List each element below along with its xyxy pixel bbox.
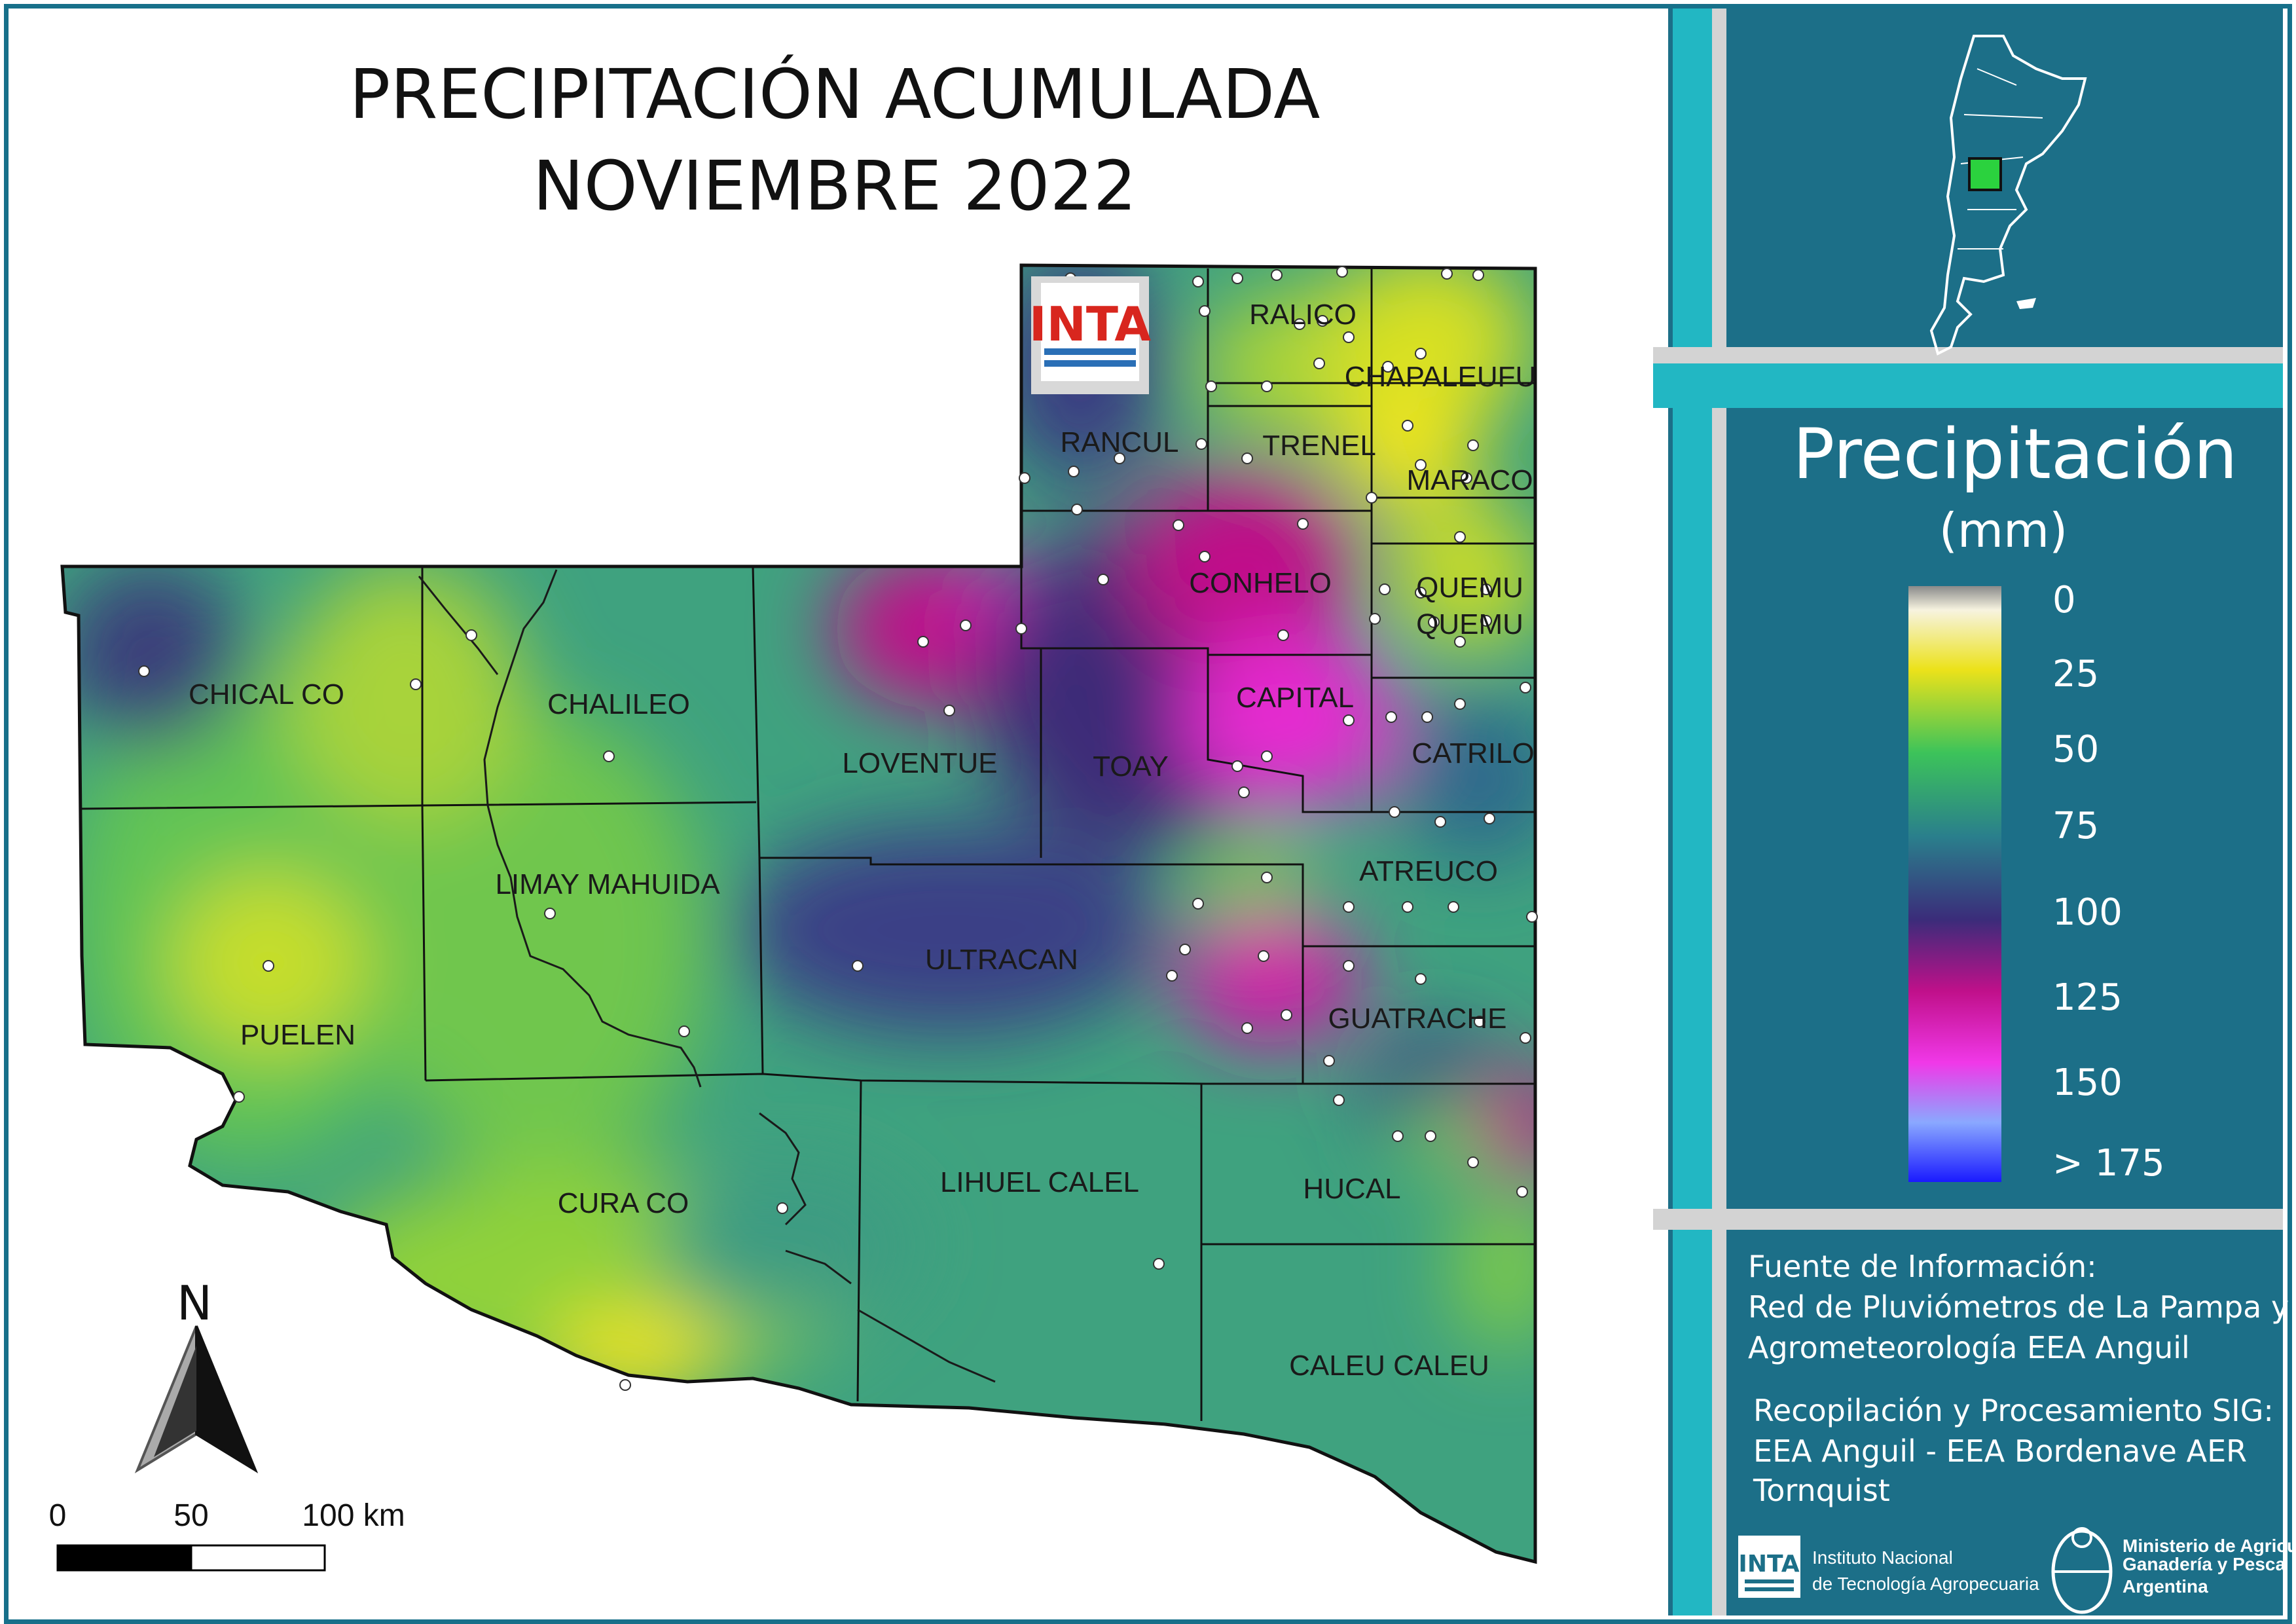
dept-label: CURA CO: [558, 1187, 689, 1219]
inta-logo: INTA: [1029, 276, 1152, 394]
scale-bar: 0 50 100 km: [49, 1498, 405, 1572]
scale-0: 0: [49, 1498, 67, 1533]
map-title-line1: PRECIPITACIÓN ACUMULADA: [350, 54, 1321, 134]
dept-label: PUELEN: [240, 1019, 355, 1051]
credit-fuente-line1: Red de Pluviómetros de La Pampa y: [1748, 1289, 2289, 1325]
dept-label: ULTRACAN: [925, 944, 1078, 976]
dept-label: QUEMU: [1416, 572, 1523, 604]
legend-panel: Precipitación (mm) 0 25 50 75 100 125 15…: [1653, 9, 2296, 1615]
dept-label: CALEU CALEU: [1289, 1350, 1489, 1382]
department-labels: RALICO CHAPALEUFU RANCUL TRENEL MARACO C…: [189, 299, 1536, 1382]
map-title-line2: NOVIEMBRE 2022: [533, 146, 1137, 226]
dept-label: RALICO: [1249, 299, 1357, 331]
dept-label: LIMAY MAHUIDA: [495, 868, 720, 900]
footer-inta-logo: INTA: [1738, 1536, 1800, 1598]
credit-recop-line1: EEA Anguil - EEA Bordenave AER: [1753, 1433, 2247, 1469]
legend-tick: 25: [2052, 653, 2099, 695]
north-label: N: [177, 1276, 212, 1331]
argentina-locator-map: [1929, 35, 2087, 356]
department-borders: [81, 268, 1535, 1421]
dept-label: CHALILEO: [547, 688, 690, 720]
dept-label: TOAY: [1093, 750, 1169, 783]
dept-label: MARACO: [1406, 464, 1533, 496]
legend-title: Precipitación: [1793, 414, 2237, 494]
dept-label: RANCUL: [1061, 426, 1179, 458]
dept-label: LOVENTUE: [842, 747, 997, 779]
footer-ministry-line1: Ministerio de Agricultura,: [2123, 1536, 2296, 1556]
scale-50: 50: [173, 1498, 208, 1533]
rivers: [418, 569, 996, 1383]
dept-label: CHAPALEUFU: [1345, 361, 1537, 393]
dept-label: TRENEL: [1262, 430, 1376, 462]
dept-label: LIHUEL CALEL: [940, 1166, 1139, 1198]
footer-ministry-line2: Ganadería y Pesca: [2123, 1554, 2286, 1574]
legend-tick: 75: [2052, 805, 2099, 847]
scale-100: 100 km: [302, 1498, 405, 1533]
dept-label: QUEMU: [1416, 608, 1523, 640]
dept-label: CAPITAL: [1236, 682, 1354, 714]
credit-fuente-title: Fuente de Información:: [1748, 1249, 2097, 1284]
north-arrow: N: [134, 1276, 259, 1473]
credit-recop-title: Recopilación y Procesamiento SIG:: [1753, 1393, 2274, 1428]
province-outline: [60, 263, 1537, 1564]
footer-inta-logo-text: INTA: [1738, 1551, 1799, 1578]
dept-label: CHICAL CO: [189, 678, 344, 710]
legend-unit: (mm): [1939, 503, 2068, 558]
legend-color-ramp: [1908, 586, 2001, 1182]
dept-label: HUCAL: [1303, 1173, 1400, 1205]
argentina-coat-of-arms-icon: [2051, 1527, 2113, 1614]
legend-tick: 125: [2052, 976, 2123, 1019]
inta-logo-text: INTA: [1029, 297, 1152, 352]
legend-tick: > 175: [2052, 1142, 2165, 1185]
outer-frame: [4, 4, 2292, 1624]
legend-tick: 100: [2052, 891, 2123, 934]
dept-label: CATRILO: [1412, 737, 1534, 769]
dept-label: CONHELO: [1189, 567, 1332, 599]
footer-inta-line2: de Tecnología Agropecuaria: [1812, 1574, 2039, 1594]
rain-stations: [138, 266, 1538, 1391]
footer-inta-line1: Instituto Nacional: [1812, 1547, 1953, 1568]
legend-tick: 50: [2052, 728, 2099, 771]
dept-label: GUATRACHE: [1328, 1003, 1507, 1035]
credit-recop-line2: Tornquist: [1753, 1473, 1890, 1508]
legend-tick: 150: [2052, 1061, 2123, 1104]
dept-label: ATREUCO: [1359, 855, 1498, 887]
credit-fuente-line2: Agrometeorología EEA Anguil: [1748, 1330, 2190, 1365]
legend-tick: 0: [2052, 579, 2076, 621]
footer-ministry-line3: Argentina: [2123, 1576, 2208, 1596]
